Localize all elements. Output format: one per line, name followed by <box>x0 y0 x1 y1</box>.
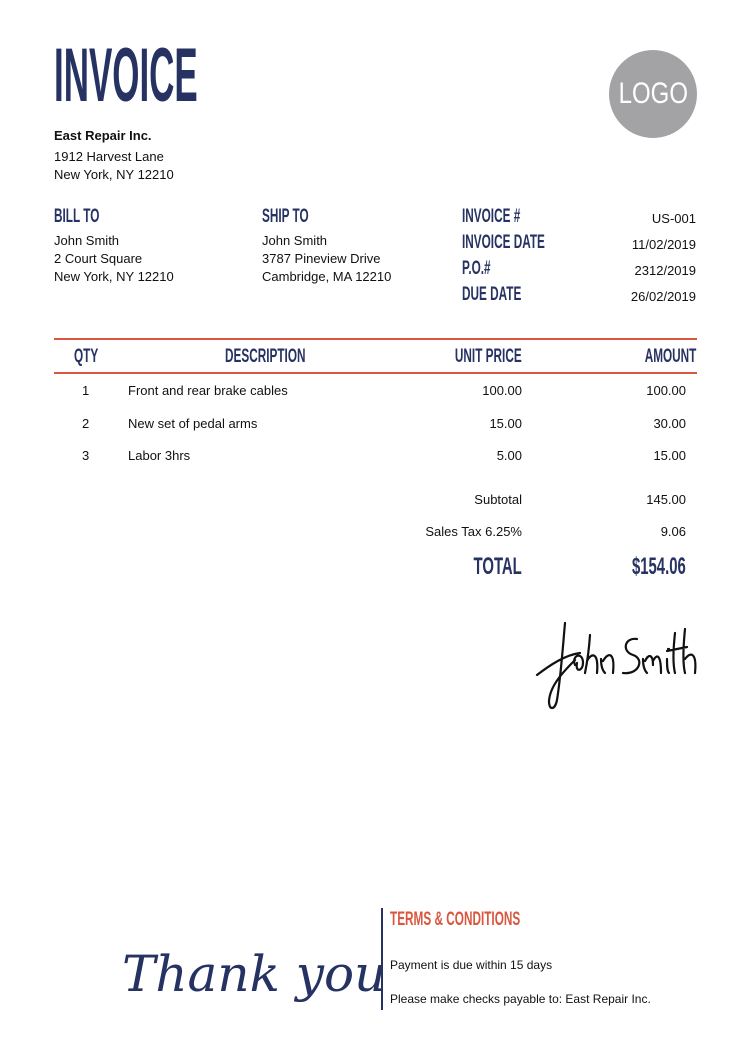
row-amount: 15.00 <box>653 448 686 463</box>
subtotal-label: Subtotal <box>474 492 522 507</box>
tax-value: 9.06 <box>660 524 686 539</box>
subtotal-value: 145.00 <box>646 492 686 507</box>
column-header-description: DESCRIPTION <box>225 346 306 367</box>
bill-to-name: John Smith <box>54 233 120 248</box>
bill-to-label: BILL TO <box>54 206 100 227</box>
ship-to-address-1: 3787 Pineview Drive <box>262 251 381 266</box>
terms-title: TERMS & CONDITIONS <box>390 909 521 930</box>
invoice-number-label: INVOICE # <box>462 206 521 227</box>
column-header-unit-price: UNIT PRICE <box>455 346 522 367</box>
terms-line-1: Payment is due within 15 days <box>390 958 553 972</box>
row-amount: 100.00 <box>646 383 686 398</box>
row-description: New set of pedal arms <box>128 416 258 431</box>
ship-to-name: John Smith <box>262 233 328 248</box>
invoice-number-value: US-001 <box>651 211 696 226</box>
po-number-value: 2312/2019 <box>634 263 696 278</box>
row-qty: 3 <box>82 448 90 463</box>
invoice-date-value: 11/02/2019 <box>631 237 696 252</box>
ship-to-address-2: Cambridge, MA 12210 <box>262 269 392 284</box>
company-name: East Repair Inc. <box>54 128 152 143</box>
due-date-value: 26/02/2019 <box>630 289 696 304</box>
bill-to-address-1: 2 Court Square <box>54 251 143 266</box>
row-description: Front and rear brake cables <box>128 383 288 398</box>
terms-line-2: Please make checks payable to: East Repa… <box>390 992 651 1006</box>
bill-to-address-2: New York, NY 12210 <box>54 269 174 284</box>
total-label: TOTAL <box>473 553 522 580</box>
ship-to-label: SHIP TO <box>262 206 309 227</box>
row-unit-price: 5.00 <box>496 448 522 463</box>
table-top-rule <box>54 338 697 340</box>
footer-divider <box>381 908 383 1010</box>
total-value: $154.06 <box>632 553 686 580</box>
row-qty: 1 <box>82 383 90 398</box>
tax-label: Sales Tax 6.25% <box>425 524 522 539</box>
company-address-1: 1912 Harvest Lane <box>54 149 164 164</box>
row-amount: 30.00 <box>653 416 686 431</box>
company-logo: LOGO <box>609 50 697 138</box>
invoice-title: INVOICE <box>54 33 198 118</box>
due-date-label: DUE DATE <box>462 284 522 305</box>
company-address-2: New York, NY 12210 <box>54 167 174 182</box>
column-header-qty: QTY <box>74 346 99 367</box>
row-unit-price: 100.00 <box>482 383 522 398</box>
row-qty: 2 <box>82 416 90 431</box>
table-header-rule <box>54 372 697 374</box>
po-number-label: P.O.# <box>462 258 491 279</box>
invoice-date-label: INVOICE DATE <box>462 232 545 253</box>
thank-you-note: Thank you <box>122 945 387 1003</box>
row-unit-price: 15.00 <box>489 416 522 431</box>
column-header-amount: AMOUNT <box>644 346 696 367</box>
signature-image <box>535 621 697 710</box>
row-description: Labor 3hrs <box>128 448 191 463</box>
